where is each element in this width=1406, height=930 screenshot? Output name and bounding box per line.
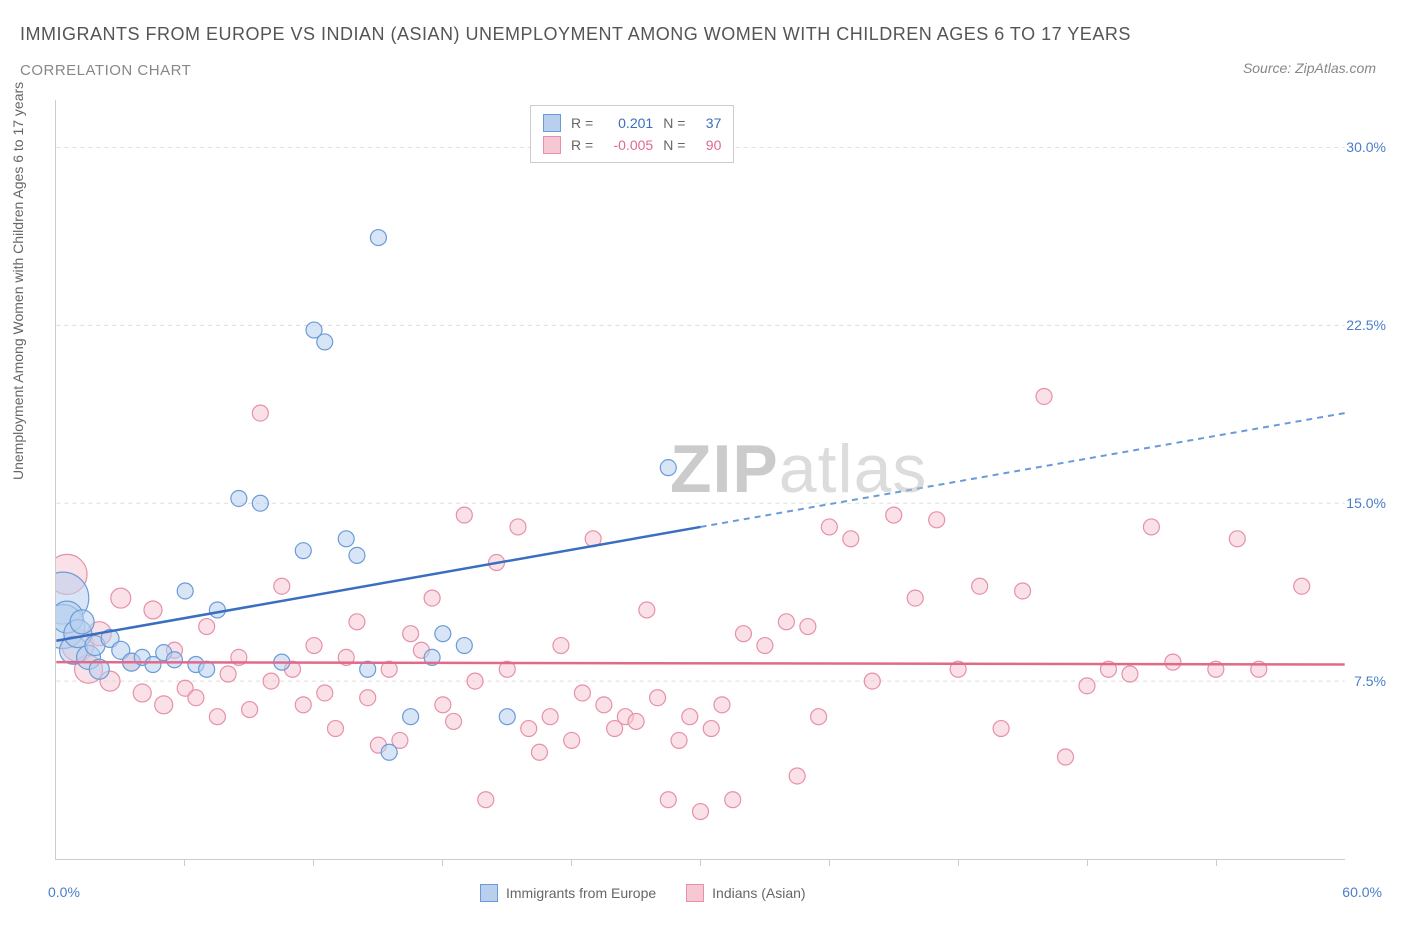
r-val-indian: -0.005 [603, 134, 653, 156]
x-tick-mark [829, 860, 830, 866]
x-tick-mark [442, 860, 443, 866]
swatch-europe [480, 884, 498, 902]
r-label: R = [571, 134, 593, 156]
r-label: R = [571, 112, 593, 134]
chart-subtitle: CORRELATION CHART [20, 62, 191, 79]
x-tick-mark [184, 860, 185, 866]
legend-label-indian: Indians (Asian) [712, 885, 805, 901]
y-axis-label: Unemployment Among Women with Children A… [10, 82, 26, 480]
scatter-svg [56, 100, 1345, 859]
swatch-indian [686, 884, 704, 902]
n-val-europe: 37 [695, 112, 721, 134]
y-tick-label: 30.0% [1346, 139, 1386, 155]
y-tick-label: 15.0% [1346, 495, 1386, 511]
x-tick-mark [700, 860, 701, 866]
x-tick-0: 0.0% [48, 884, 80, 900]
n-val-indian: 90 [695, 134, 721, 156]
source-label: Source: ZipAtlas.com [1243, 60, 1376, 76]
series-legend: Immigrants from Europe Indians (Asian) [480, 884, 806, 902]
swatch-europe [543, 114, 561, 132]
n-label: N = [663, 134, 685, 156]
y-tick-label: 7.5% [1354, 673, 1386, 689]
r-val-europe: 0.201 [603, 112, 653, 134]
legend-label-europe: Immigrants from Europe [506, 885, 656, 901]
legend-item-indian: Indians (Asian) [686, 884, 805, 902]
chart-plot-area [55, 100, 1345, 860]
legend-item-europe: Immigrants from Europe [480, 884, 656, 902]
chart-title: IMMIGRANTS FROM EUROPE VS INDIAN (ASIAN)… [20, 24, 1131, 45]
x-tick-mark [1087, 860, 1088, 866]
legend-row-indian: R = -0.005 N = 90 [543, 134, 721, 156]
legend-row-europe: R = 0.201 N = 37 [543, 112, 721, 134]
correlation-legend: R = 0.201 N = 37 R = -0.005 N = 90 [530, 105, 734, 163]
y-tick-label: 22.5% [1346, 317, 1386, 333]
x-tick-mark [571, 860, 572, 866]
x-tick-60: 60.0% [1342, 884, 1382, 900]
x-tick-mark [958, 860, 959, 866]
x-tick-mark [1216, 860, 1217, 866]
x-tick-mark [313, 860, 314, 866]
swatch-indian [543, 136, 561, 154]
n-label: N = [663, 112, 685, 134]
